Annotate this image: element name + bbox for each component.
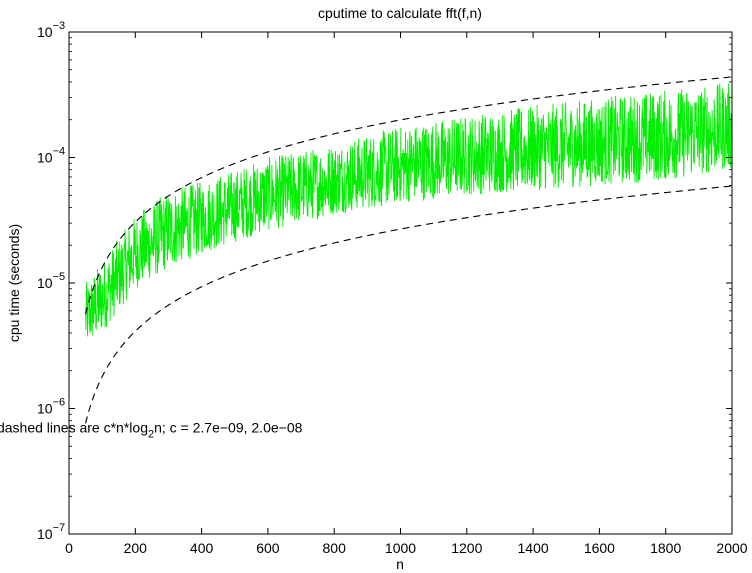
x-tick-label: 200 xyxy=(124,540,148,556)
x-tick-label: 1000 xyxy=(385,540,416,556)
x-tick-label: 1600 xyxy=(584,540,615,556)
x-tick-label: 2000 xyxy=(716,540,747,556)
x-tick-label: 800 xyxy=(323,540,347,556)
plot-frame xyxy=(68,31,733,535)
x-tick-label: 600 xyxy=(256,540,280,556)
dashed-curve-1 xyxy=(85,185,733,424)
x-tick-label: 1800 xyxy=(650,540,681,556)
x-tick-label: 1400 xyxy=(518,540,549,556)
y-tick-label: 10−5 xyxy=(37,271,65,291)
y-tick-label: 10−4 xyxy=(37,146,65,166)
series-green-line xyxy=(85,83,733,337)
annotation-subscript: 2 xyxy=(148,429,154,441)
annotation: dashed lines are c*n*log2n; c = 2.7e−09,… xyxy=(0,420,303,441)
x-tick-label: 400 xyxy=(190,540,214,556)
y-axis: 10−7 10−6 10−5 10−4 10−3 xyxy=(37,20,732,542)
x-axis-label: n xyxy=(396,556,404,572)
y-tick-label: 10−7 xyxy=(37,522,65,542)
annotation-suffix: n; c = 2.7e−09, 2.0e−08 xyxy=(154,420,303,436)
y-axis-label: cpu time (seconds) xyxy=(6,224,22,342)
x-tick-label: 1200 xyxy=(451,540,482,556)
chart-title: cputime to calculate fft(f,n) xyxy=(318,5,482,21)
dashed-curve-2 xyxy=(85,76,733,315)
x-tick-label: 0 xyxy=(65,540,73,556)
plot-marks xyxy=(85,76,733,424)
y-tick-label: 10−6 xyxy=(37,397,65,417)
x-axis: 0 200 400 600 800 1000 1200 1400 1600 1800 2000 xyxy=(65,32,748,556)
annotation-prefix: dashed lines are c*n*log xyxy=(0,420,148,436)
y-tick-label: 10−3 xyxy=(37,20,65,40)
